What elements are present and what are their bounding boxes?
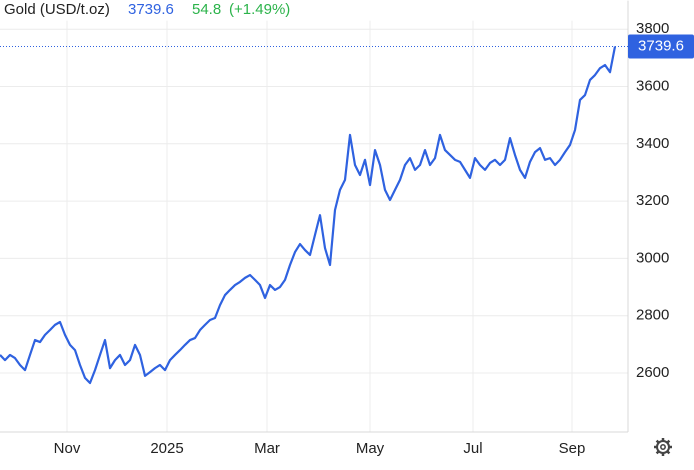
- percent-change: (+1.49%): [229, 1, 290, 18]
- y-tick-label: 3200: [636, 192, 669, 209]
- settings-icon[interactable]: [654, 438, 672, 456]
- x-tick-label: Sep: [559, 440, 586, 457]
- last-price-label: 3739.6: [638, 37, 684, 54]
- y-tick-label: 3600: [636, 77, 669, 94]
- x-tick-label: May: [356, 440, 385, 457]
- y-tick-label: 2600: [636, 364, 669, 381]
- x-tick-label: Mar: [254, 440, 280, 457]
- y-tick-label: 3800: [636, 20, 669, 37]
- price-change: 54.8: [192, 1, 221, 18]
- price-line: [0, 46, 617, 385]
- x-tick-label: Jul: [463, 440, 482, 457]
- gear-teeth: [654, 438, 672, 456]
- y-tick-label: 2800: [636, 307, 669, 324]
- gear-hub: [660, 444, 666, 450]
- y-tick-label: 3400: [636, 135, 669, 152]
- chart-title: Gold (USD/t.oz): [4, 1, 110, 18]
- last-price: 3739.6: [128, 1, 174, 18]
- x-tick-label: 2025: [150, 440, 183, 457]
- y-tick-label: 3000: [636, 249, 669, 266]
- x-tick-label: Nov: [54, 440, 81, 457]
- last-price-tag: [628, 34, 694, 59]
